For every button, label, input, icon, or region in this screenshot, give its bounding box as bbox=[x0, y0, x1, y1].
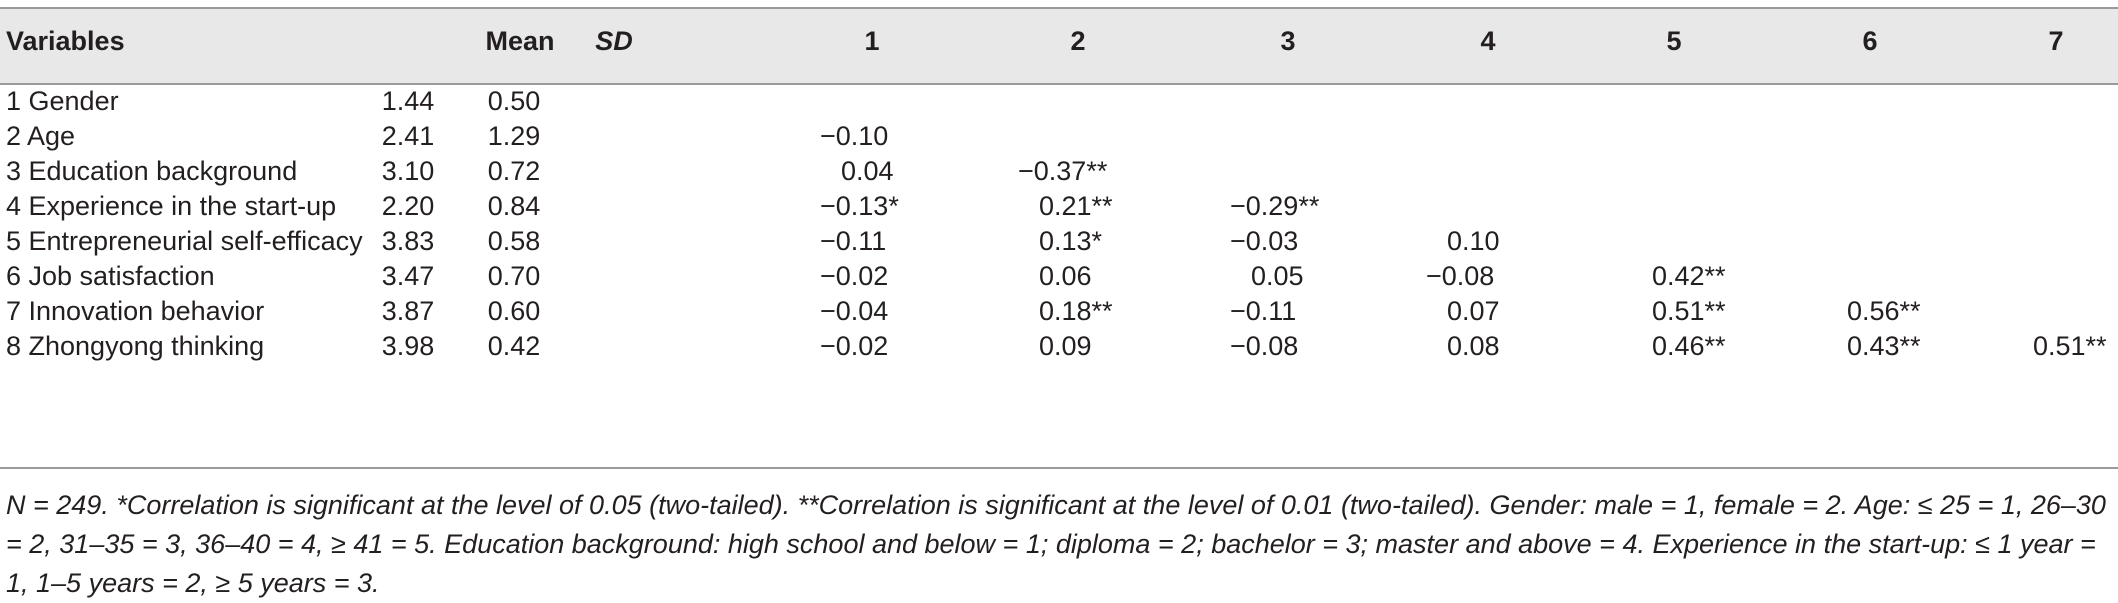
row-variable-label: 5 Entrepreneurial self-efficacy bbox=[6, 226, 363, 256]
row-mean-value: 1.44 bbox=[381, 86, 435, 116]
header-mean: Mean bbox=[485, 26, 555, 56]
top-rule bbox=[0, 7, 2118, 9]
correlation-cell: 0.09 bbox=[1039, 331, 1092, 361]
header-col-3: 3 bbox=[1280, 26, 1296, 56]
correlation-cell: 0.46** bbox=[1652, 331, 1726, 361]
correlation-cell: −0.04 bbox=[820, 296, 889, 326]
row-variable-label: 2 Age bbox=[6, 121, 76, 151]
row-mean-value: 2.20 bbox=[381, 191, 435, 221]
row-sd-value: 0.50 bbox=[487, 86, 541, 116]
row-sd-value: 0.60 bbox=[487, 296, 541, 326]
row-sd-value: 0.58 bbox=[487, 226, 541, 256]
correlation-cell: −0.02 bbox=[820, 331, 889, 361]
header-col-7: 7 bbox=[2048, 26, 2064, 56]
header-col-6: 6 bbox=[1862, 26, 1878, 56]
header-sd: SD bbox=[595, 26, 633, 56]
row-mean-value: 3.98 bbox=[381, 331, 435, 361]
row-variable-label: 1 Gender bbox=[6, 86, 119, 116]
correlation-cell: −0.03 bbox=[1230, 226, 1299, 256]
row-sd-value: 0.70 bbox=[487, 261, 541, 291]
row-sd-value: 1.29 bbox=[487, 121, 541, 151]
header-col-5: 5 bbox=[1666, 26, 1682, 56]
row-mean-value: 3.87 bbox=[381, 296, 435, 326]
header-variables: Variables bbox=[6, 26, 125, 56]
correlation-cell: 0.08 bbox=[1447, 331, 1500, 361]
table-footnote: N = 249. *Correlation is significant at … bbox=[6, 490, 2106, 598]
bottom-rule bbox=[0, 467, 2118, 469]
correlation-cell: 0.51** bbox=[1652, 296, 1726, 326]
header-col-1: 1 bbox=[864, 26, 880, 56]
row-mean-value: 2.41 bbox=[381, 121, 435, 151]
correlation-cell: −0.08 bbox=[1426, 261, 1495, 291]
row-mean-value: 3.47 bbox=[381, 261, 435, 291]
row-mean-value: 3.10 bbox=[381, 156, 435, 186]
row-sd-value: 0.72 bbox=[487, 156, 541, 186]
correlation-cell: −0.11 bbox=[1230, 296, 1297, 326]
correlation-cell: 0.06 bbox=[1039, 261, 1092, 291]
correlation-cell: 0.05 bbox=[1251, 261, 1304, 291]
correlation-cell: −0.08 bbox=[1230, 331, 1299, 361]
correlation-cell: 0.18** bbox=[1039, 296, 1113, 326]
correlation-cell: −0.29** bbox=[1230, 191, 1320, 221]
correlation-cell: −0.37** bbox=[1018, 156, 1108, 186]
header-rule bbox=[0, 83, 2118, 85]
correlation-cell: −0.13* bbox=[820, 191, 899, 221]
correlation-cell: −0.02 bbox=[820, 261, 889, 291]
row-sd-value: 0.84 bbox=[487, 191, 541, 221]
correlation-cell: 0.10 bbox=[1447, 226, 1500, 256]
row-variable-label: 6 Job satisfaction bbox=[6, 261, 215, 291]
correlation-cell: 0.13* bbox=[1039, 226, 1103, 256]
header-row-background bbox=[0, 9, 2118, 85]
correlation-cell: 0.43** bbox=[1847, 331, 1921, 361]
row-variable-label: 4 Experience in the start-up bbox=[6, 191, 337, 221]
row-variable-label: 8 Zhongyong thinking bbox=[6, 331, 265, 361]
correlation-cell: 0.21** bbox=[1039, 191, 1113, 221]
correlation-cell: 0.56** bbox=[1847, 296, 1921, 326]
row-variable-label: 7 Innovation behavior bbox=[6, 296, 265, 326]
correlation-cell: 0.51** bbox=[2033, 331, 2107, 361]
correlation-cell: 0.07 bbox=[1447, 296, 1500, 326]
header-col-4: 4 bbox=[1480, 26, 1496, 56]
header-col-2: 2 bbox=[1070, 26, 1086, 56]
correlation-cell: −0.10 bbox=[820, 121, 889, 151]
row-variable-label: 3 Education background bbox=[6, 156, 298, 186]
correlation-cell: 0.42** bbox=[1652, 261, 1726, 291]
row-sd-value: 0.42 bbox=[487, 331, 541, 361]
row-mean-value: 3.83 bbox=[381, 226, 435, 256]
correlation-cell: −0.11 bbox=[820, 226, 887, 256]
correlation-cell: 0.04 bbox=[841, 156, 894, 186]
